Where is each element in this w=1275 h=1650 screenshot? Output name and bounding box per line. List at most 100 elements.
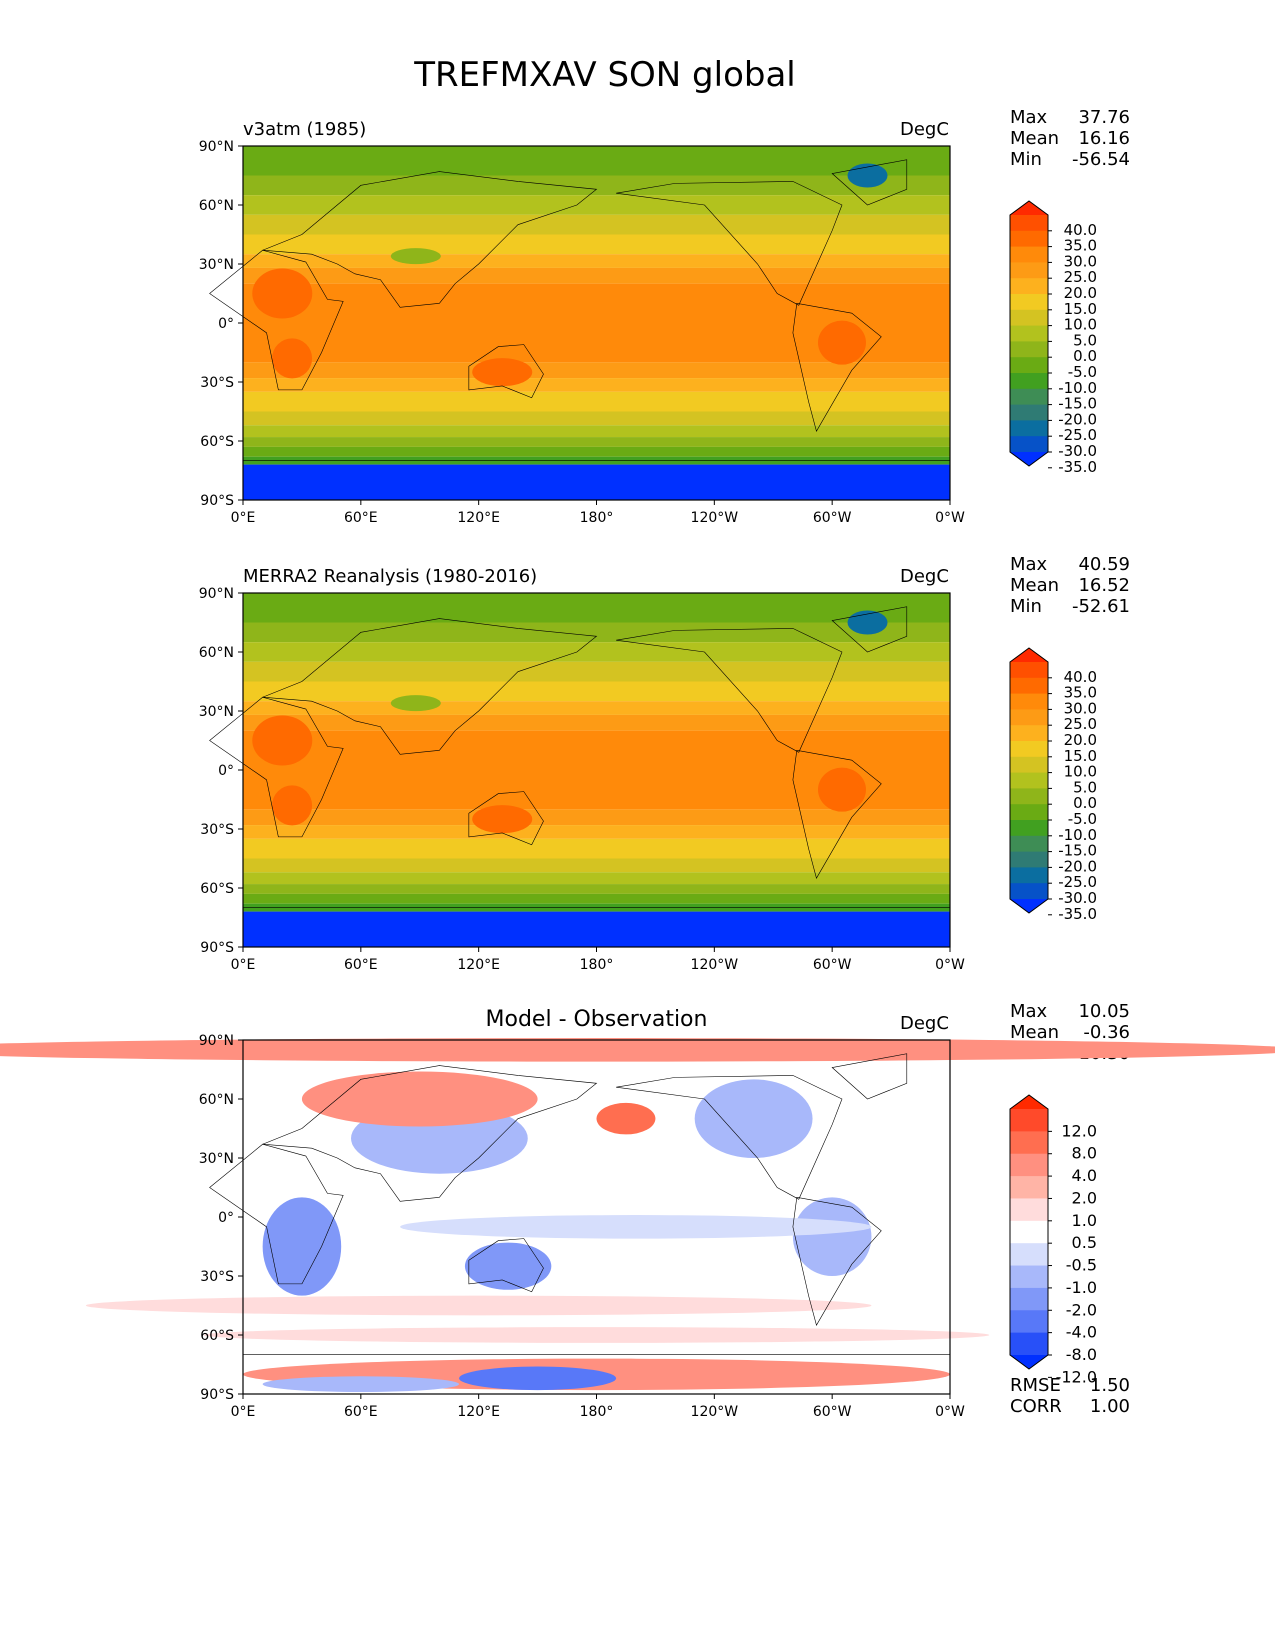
metric-label: RMSE [1010,1375,1061,1396]
colorbar-tick-label: 0.0 [1073,794,1097,812]
colorbar-tick-label: -35.0 [1058,458,1097,476]
coastline [209,696,344,838]
anomaly-region [262,1376,460,1393]
colorbar-tick-label: 2.0 [1072,1188,1097,1207]
coastline [262,171,598,308]
colorbar-segment [1010,1310,1048,1334]
colorbar-tick-label: 15.0 [1064,747,1097,765]
lon-tick-label: 60°W [813,510,852,526]
panel-title: v3atm (1985) [243,119,367,140]
stat-mean: Mean 16.16 [1010,128,1130,149]
colorbar-extend-min [1010,1355,1048,1369]
stat-label: Min [1010,596,1042,617]
stat-mean: Mean 16.52 [1010,575,1130,596]
lon-tick-label: 120°W [691,510,739,526]
colorbar-tick-label: -20.0 [1058,857,1097,875]
colorbar-segment [1010,325,1048,342]
warm-region [472,805,533,834]
lon-tick-label: 120°E [457,1404,500,1420]
temperature-band [243,714,950,731]
colorbar-tick-label: -30.0 [1058,442,1097,460]
lat-tick-label: 0° [218,316,234,332]
temperature-band [243,446,950,457]
temperature-band [243,593,950,623]
lon-tick-label: 0°E [231,510,256,526]
stat-min: Min -52.61 [1010,596,1130,617]
map-panel-1: v3atm (1985) DegC Max 37.76 Mean 16.16 Min -56.… [0,107,1275,551]
colorbar-tick-label: -2.0 [1066,1300,1097,1319]
colorbar-segment [1010,820,1048,837]
colorbar-extend-min [1010,899,1048,913]
warm-region [272,338,313,379]
coastline [831,606,908,653]
colorbar-tick-label: -35.0 [1058,905,1097,923]
temperature-band [243,362,950,379]
coastline [616,628,843,753]
colorbar-segment [1010,1198,1048,1222]
colorbar-extend-max [1010,1095,1048,1109]
colorbar-segment [1010,835,1048,853]
colorbar-segment [1010,1220,1048,1244]
stat-label: Max [1010,107,1048,128]
temperature-band [243,622,950,643]
stat-value: 16.16 [1078,128,1130,149]
colorbar-tick-label: -10.0 [1058,379,1097,397]
warm-region [252,715,313,766]
lat-tick-label: 90°N [199,586,234,602]
metric-value: 1.00 [1089,1396,1130,1417]
lon-tick-label: 180° [580,1404,614,1420]
colorbar-segment [1010,1265,1048,1289]
lat-tick-label: 60°N [199,1092,234,1108]
lon-tick-label: 60°W [813,957,852,973]
units-label: DegC [900,119,949,140]
colorbar-segment [1010,404,1048,421]
coastline [831,1053,908,1100]
temperature-band [243,825,950,839]
stat-max: Max 40.59 [1010,554,1130,575]
colorbar-segment [1010,341,1048,358]
lat-tick-label: 60°N [199,645,234,661]
figure-title: TREFMXAV SON global [414,55,796,95]
colorbar-segment [1010,1153,1048,1177]
colorbar-segment [1010,1243,1048,1267]
colorbar-segment [1010,788,1048,805]
colorbar-tick-label: 30.0 [1064,252,1097,270]
warm-region [272,785,313,826]
colorbar-tick-label: -25.0 [1058,873,1097,891]
colorbar-segment [1010,1332,1048,1356]
colorbar-tick-label: 15.0 [1064,300,1097,318]
lat-tick-label: 0° [218,763,234,779]
coastline [468,1238,544,1293]
greenland-cold-region [847,610,888,635]
anomaly-region [459,1366,617,1391]
temperature-band [243,425,950,438]
colorbar-segment [1010,357,1048,374]
map-field [0,1038,1275,1394]
lon-tick-label: 60°E [344,957,378,973]
stat-mean: Mean -0.36 [1010,1022,1130,1043]
lat-tick-label: 60°S [200,1328,234,1344]
colorbar-segment [1010,388,1048,406]
anomaly-region [85,1295,872,1316]
tibet-cold-region [390,695,441,712]
tibet-cold-region [390,248,441,265]
colorbar-tick-label: -15.0 [1058,395,1097,413]
stat-value: 40.59 [1078,554,1130,575]
stat-value: 37.76 [1078,107,1130,128]
colorbar-segment [1010,804,1048,821]
colorbar-tick-label: 5.0 [1073,778,1097,796]
colorbar-segment [1010,867,1048,884]
colorbar-tick-label: -10.0 [1058,826,1097,844]
colorbar: 12.0 8.0 4.0 2.0 1.0 0.5 -0.5 -1.0 -2.0 -4.0 -8.0 -… [1009,1094,1097,1386]
colorbar-segment [1010,1287,1048,1311]
temperature-band [243,146,950,176]
colorbar-tick-label: -0.5 [1066,1256,1097,1275]
colorbar-tick-label: 40.0 [1064,668,1097,686]
colorbar-tick-label: 0.5 [1072,1233,1097,1252]
panel-title: Model - Observation [485,1007,708,1032]
colorbar-tick-label: 8.0 [1072,1144,1097,1163]
lat-tick-label: 90°S [200,493,234,509]
lon-tick-label: 0°W [935,957,965,973]
colorbar-tick-label: 40.0 [1064,221,1097,239]
colorbar-tick-label: -8.0 [1066,1345,1097,1364]
